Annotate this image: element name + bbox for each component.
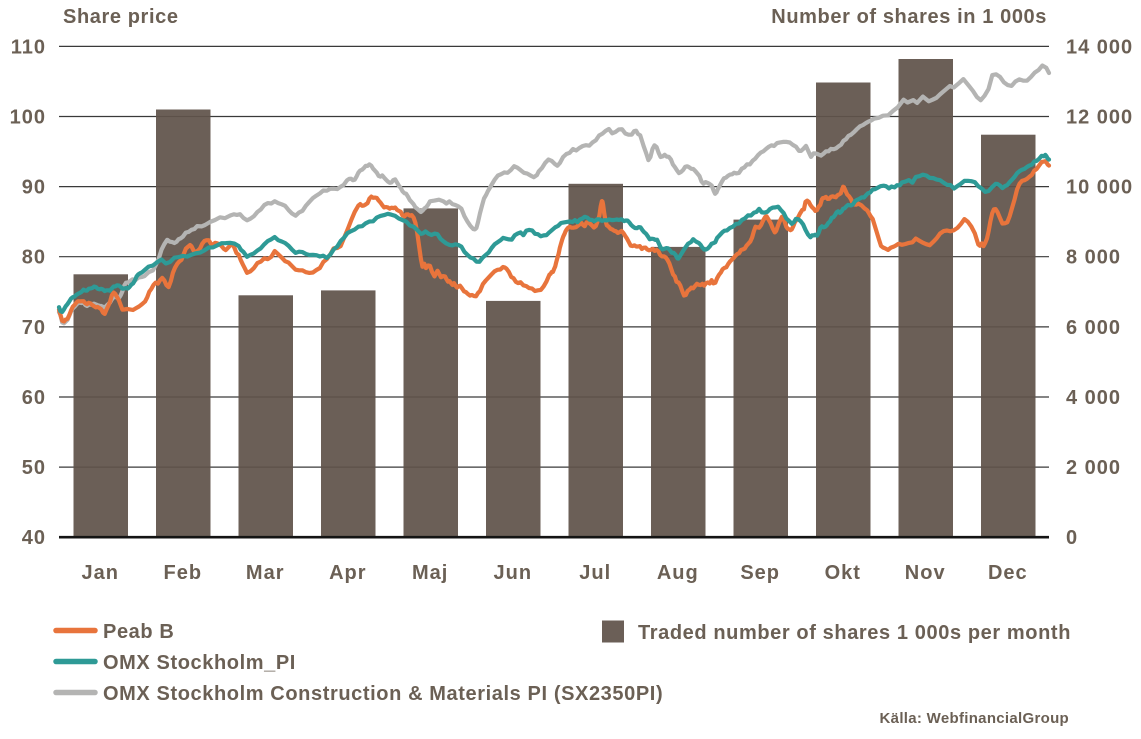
svg-text:2 000: 2 000	[1066, 457, 1121, 479]
svg-text:Mar: Mar	[246, 562, 285, 584]
svg-text:Traded number of shares 1 000s: Traded number of shares 1 000s per month	[638, 622, 1071, 644]
svg-text:70: 70	[22, 317, 46, 339]
svg-text:60: 60	[22, 387, 46, 409]
svg-text:Jan: Jan	[81, 562, 118, 584]
svg-text:14 000: 14 000	[1066, 36, 1133, 58]
svg-text:Jul: Jul	[579, 562, 611, 584]
svg-text:0: 0	[1066, 527, 1078, 549]
svg-text:Okt: Okt	[825, 562, 861, 584]
svg-text:Jun: Jun	[494, 562, 533, 584]
svg-text:4 000: 4 000	[1066, 387, 1121, 409]
svg-text:Peab B: Peab B	[103, 621, 174, 643]
svg-text:Nov: Nov	[905, 562, 946, 584]
svg-text:10 000: 10 000	[1066, 177, 1133, 199]
svg-text:Apr: Apr	[329, 562, 366, 584]
svg-text:Share price: Share price	[63, 6, 179, 28]
svg-text:100: 100	[10, 107, 46, 129]
svg-text:80: 80	[22, 247, 46, 269]
svg-text:Dec: Dec	[988, 562, 1028, 584]
svg-text:90: 90	[22, 177, 46, 199]
svg-text:Sep: Sep	[740, 562, 780, 584]
svg-text:Aug: Aug	[657, 562, 699, 584]
svg-text:40: 40	[22, 527, 46, 549]
svg-text:Källa: WebfinancialGroup: Källa: WebfinancialGroup	[880, 710, 1069, 727]
svg-text:Number of shares in 1 000s: Number of shares in 1 000s	[771, 6, 1047, 28]
svg-text:50: 50	[22, 457, 46, 479]
svg-text:OMX Stockholm Construction & M: OMX Stockholm Construction & Materials P…	[103, 683, 663, 705]
svg-text:Feb: Feb	[164, 562, 203, 584]
svg-text:8 000: 8 000	[1066, 247, 1121, 269]
svg-text:12 000: 12 000	[1066, 107, 1133, 129]
svg-text:110: 110	[11, 36, 46, 58]
svg-text:OMX Stockholm_PI: OMX Stockholm_PI	[103, 652, 296, 674]
svg-text:Maj: Maj	[412, 562, 448, 584]
svg-text:6 000: 6 000	[1066, 317, 1121, 339]
